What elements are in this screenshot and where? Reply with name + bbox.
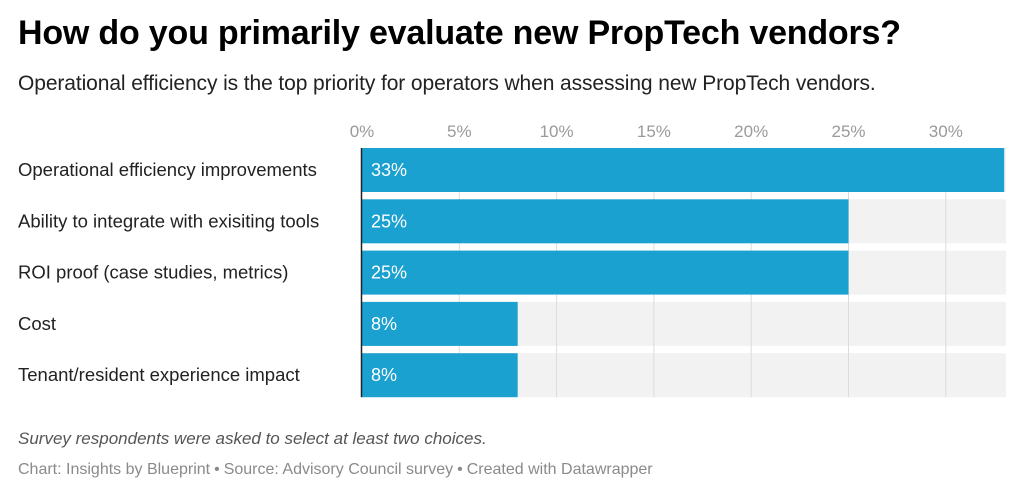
x-tick-label: 10% <box>540 122 574 141</box>
credit-created-with: Created with Datawrapper <box>466 461 653 478</box>
x-tick-label: 15% <box>637 122 671 141</box>
category-label: Tenant/resident experience impact <box>18 364 300 385</box>
bar <box>362 301 518 346</box>
credit-source: Source: Advisory Council survey <box>223 461 454 478</box>
credit-separator: • <box>214 461 220 478</box>
credit-chart-by: Chart: Insights by Blueprint <box>18 461 211 478</box>
bar <box>362 199 849 244</box>
category-label: Ability to integrate with exisiting tool… <box>18 210 319 231</box>
bar <box>362 250 849 295</box>
category-label: Cost <box>18 313 56 334</box>
chart-credits: Chart: Insights by Blueprint • Source: Adv… <box>18 461 653 479</box>
x-tick-label: 5% <box>447 122 472 141</box>
chart-title: How do you primarily evaluate new PropTe… <box>18 14 901 52</box>
x-tick-label: 25% <box>831 122 865 141</box>
category-label: Operational efficiency improvements <box>18 159 317 180</box>
category-label: ROI proof (case studies, metrics) <box>18 262 288 283</box>
chart-note: Survey respondents were asked to select … <box>18 429 487 448</box>
bar <box>362 148 1005 192</box>
value-label: 33% <box>371 160 407 180</box>
x-tick-label: 30% <box>929 122 963 141</box>
credit-separator: • <box>457 461 463 478</box>
value-label: 8% <box>371 365 397 385</box>
x-tick-label: 0% <box>350 122 375 141</box>
value-label: 8% <box>371 314 397 334</box>
value-label: 25% <box>371 211 407 231</box>
bar <box>362 353 518 398</box>
x-tick-label: 20% <box>734 122 768 141</box>
chart-subtitle: Operational efficiency is the top priori… <box>18 72 876 95</box>
value-label: 25% <box>371 263 407 283</box>
